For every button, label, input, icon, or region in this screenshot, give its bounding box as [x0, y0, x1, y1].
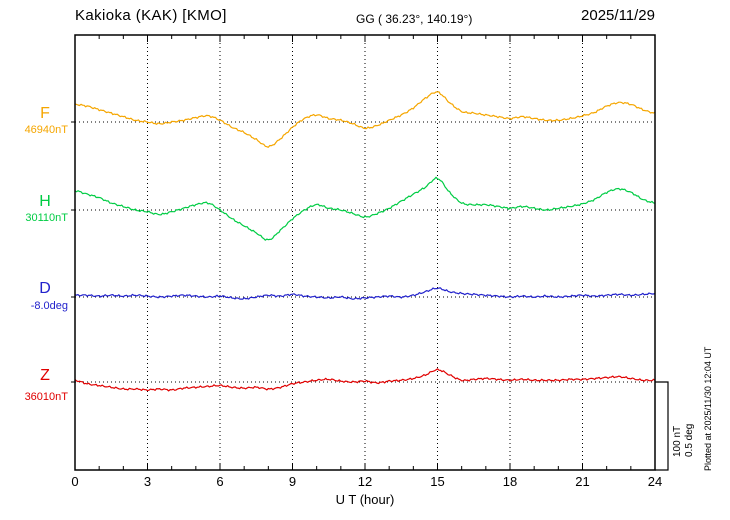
scale-bar-label: 100 nT 0.5 deg	[672, 424, 696, 457]
x-tick-label: 18	[502, 474, 518, 489]
scale-bracket	[655, 381, 669, 471]
scale-bar-line2: 0.5 deg	[684, 423, 695, 457]
trace-Z	[74, 368, 656, 392]
trace-H	[74, 176, 656, 241]
plot-frame	[74, 34, 656, 471]
x-tick-label: 15	[430, 474, 445, 489]
component-letter-Z: Z	[40, 367, 50, 384]
component-baseline-value-D: -8.0deg	[30, 300, 68, 312]
trace-F	[74, 91, 656, 148]
page-title: Kakioka (KAK) [KMO]	[75, 7, 227, 24]
component-letter-D: D	[39, 280, 51, 297]
component-baseline-value-Z: 36010nT	[24, 391, 68, 403]
plotted-at-timestamp: Plotted at 2025/11/30 12:04 UT	[703, 346, 713, 471]
component-baseline-value-F: 46940nT	[24, 124, 68, 136]
x-tick-label: 3	[143, 474, 152, 489]
component-baseline-value-H: 30110nT	[25, 212, 68, 224]
geo-coordinates: GG ( 36.23°, 140.19°)	[356, 12, 473, 26]
observation-date: 2025/11/29	[581, 7, 655, 24]
x-axis-label: U T (hour)	[335, 492, 395, 507]
x-tick-label: 6	[216, 474, 224, 489]
x-tick-label: 0	[71, 474, 79, 489]
component-letter-H: H	[39, 193, 51, 210]
x-tick-label: 12	[357, 474, 373, 489]
component-letter-F: F	[40, 105, 50, 122]
trace-D	[74, 287, 656, 300]
x-tick-label: 9	[288, 474, 297, 489]
scale-bar-line1: 100 nT	[672, 425, 683, 457]
x-tick-label: 21	[575, 474, 590, 489]
x-tick-label: 24	[647, 474, 663, 489]
